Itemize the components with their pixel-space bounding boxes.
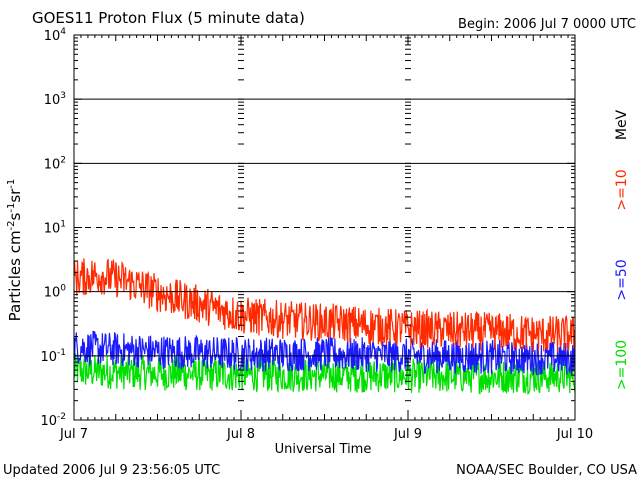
- ylabel-sup3: -1: [6, 179, 17, 189]
- y-tick-label: 103: [44, 91, 66, 108]
- ylabel-mid2: sr: [6, 188, 24, 203]
- y-tick-base: 10: [44, 286, 61, 301]
- legend-label: >=10: [614, 169, 630, 210]
- legend: >=100 >=50 >=10 MeV: [614, 109, 630, 390]
- legend-label: >=50: [614, 259, 630, 300]
- svg-text:Particles cm-2s-1sr-1: Particles cm-2s-1sr-1: [6, 179, 24, 322]
- y-tick-exponent: 0: [60, 284, 66, 294]
- y-tick-base: 10: [40, 414, 57, 429]
- y-tick-label: 101: [44, 220, 66, 237]
- series-lines: [73, 258, 576, 395]
- ylabel-mid1: s: [6, 212, 24, 220]
- y-tick-label: 104: [44, 27, 67, 44]
- x-tick-label: Jul 7: [59, 427, 88, 442]
- y-tick-base: 10: [44, 222, 61, 237]
- y-tick-label: 102: [44, 155, 66, 172]
- y-tick-base: 10: [44, 93, 61, 108]
- series-line: [73, 330, 576, 376]
- legend-label: >=100: [614, 340, 630, 390]
- chart-title: GOES11 Proton Flux (5 minute data): [32, 9, 305, 27]
- begin-time: Begin: 2006 Jul 7 0000 UTC: [458, 17, 636, 32]
- y-tick-exponent: -2: [57, 412, 66, 422]
- y-tick-exponent: 4: [60, 27, 66, 37]
- y-tick-exponent: 1: [60, 220, 66, 230]
- y-tick-exponent: -1: [57, 348, 66, 358]
- y-tick-exponent: 2: [60, 155, 66, 165]
- ylabel-main: Particles cm: [6, 230, 24, 321]
- x-tick-labels: Jul 7 Jul 8 Jul 9 Jul 10: [59, 427, 593, 442]
- y-tick-label: 100: [44, 284, 67, 301]
- y-tick-label: 10-1: [40, 348, 66, 365]
- x-tick-label: Jul 9: [393, 427, 422, 442]
- y-tick-base: 10: [44, 157, 61, 172]
- y-tick-base: 10: [44, 29, 61, 44]
- series-line: [73, 258, 576, 353]
- ylabel-sup1: -2: [6, 220, 17, 230]
- x-axis-label: Universal Time: [275, 442, 372, 457]
- x-tick-label: Jul 10: [556, 427, 593, 442]
- x-tick-label: Jul 8: [226, 427, 255, 442]
- ylabel-sup2: -1: [6, 203, 17, 213]
- y-tick-label: 10-2: [40, 412, 66, 429]
- energy-unit: MeV: [614, 109, 630, 140]
- y-tick-exponent: 3: [60, 91, 66, 101]
- source-credit: NOAA/SEC Boulder, CO USA: [456, 463, 637, 478]
- reference-lines: [74, 98, 575, 357]
- updated-time: Updated 2006 Jul 9 23:56:05 UTC: [3, 463, 220, 478]
- plot-frame: [73, 34, 576, 421]
- y-axis-label: Particles cm-2s-1sr-1: [6, 179, 24, 322]
- y-tick-base: 10: [40, 350, 57, 365]
